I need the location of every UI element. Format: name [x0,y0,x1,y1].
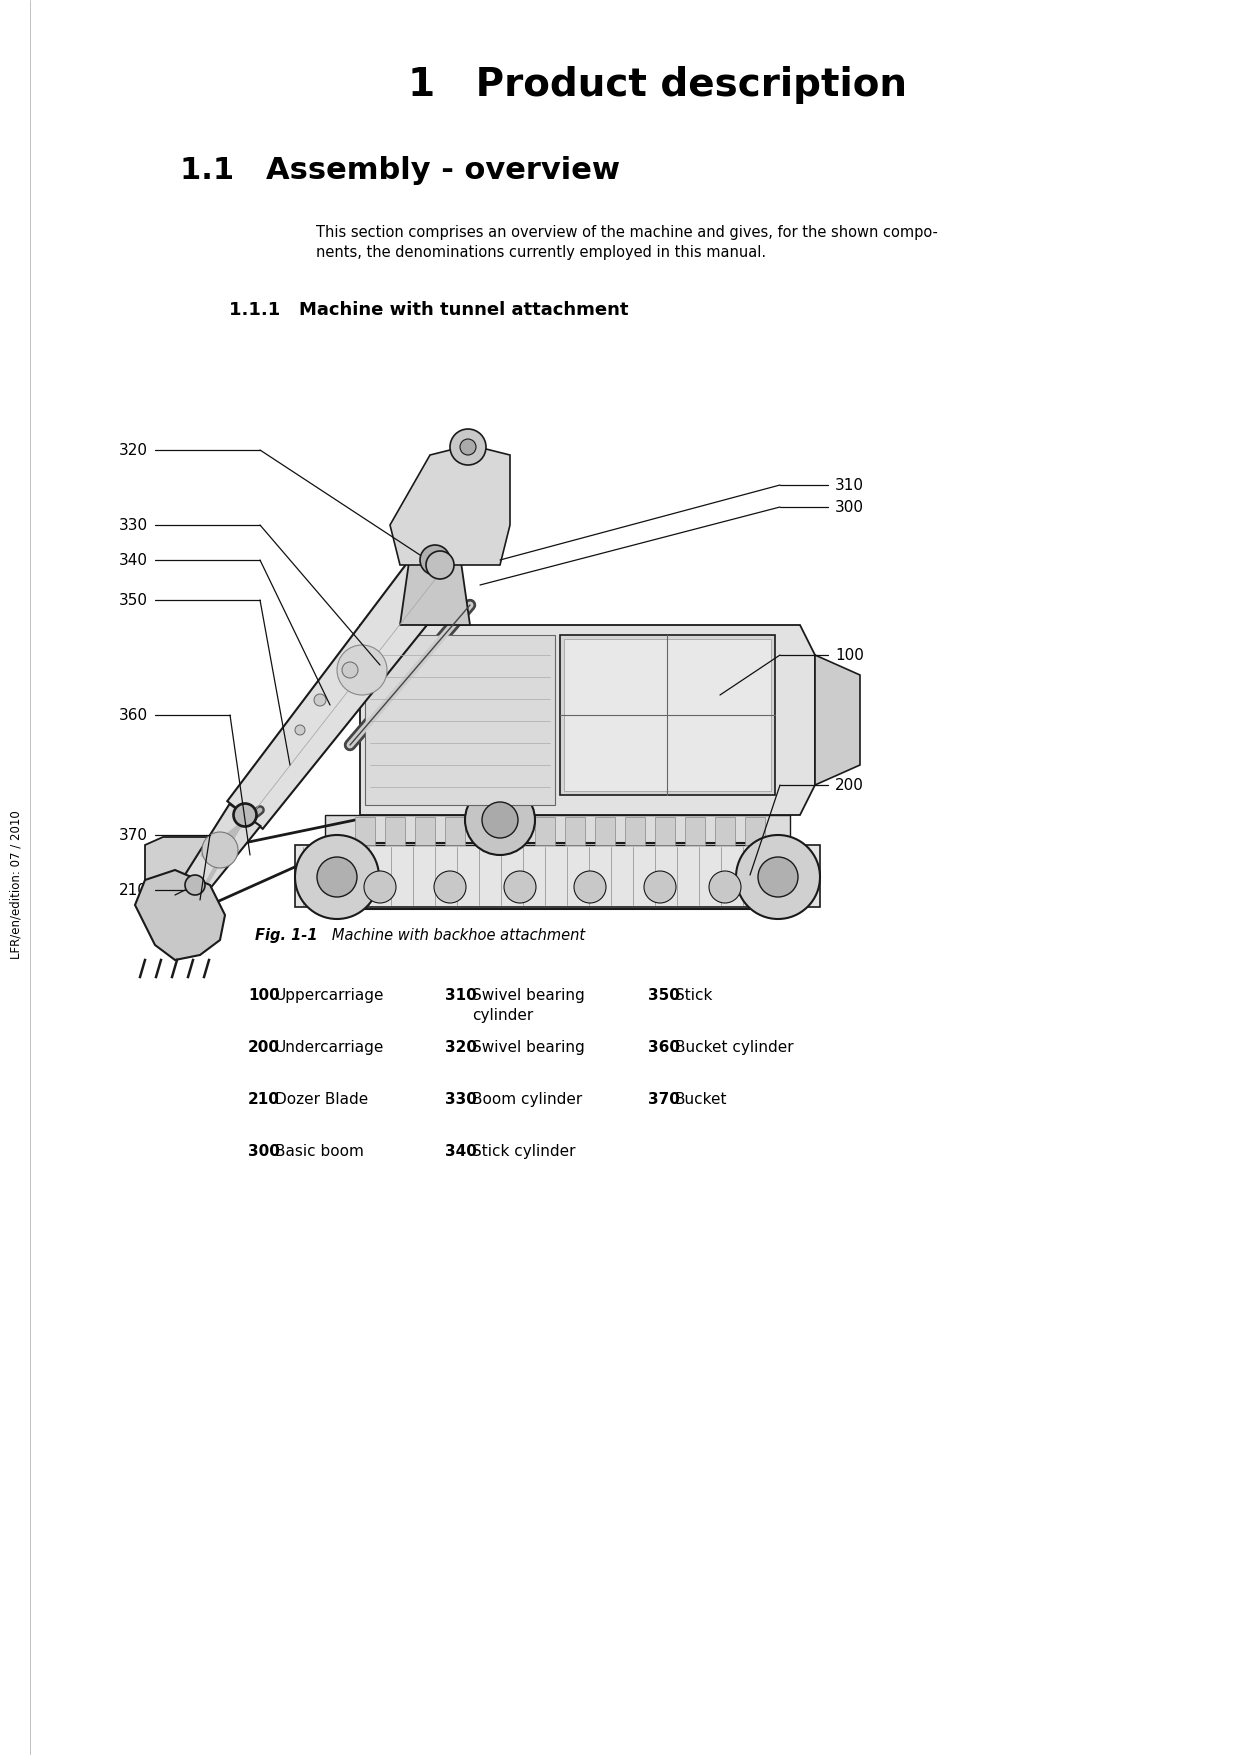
Text: Undercarriage: Undercarriage [275,1041,384,1055]
Text: 330: 330 [445,1092,477,1107]
Polygon shape [445,818,465,844]
Circle shape [342,662,358,677]
Polygon shape [384,818,405,844]
Circle shape [758,856,799,897]
Text: 1.1.1   Machine with tunnel attachment: 1.1.1 Machine with tunnel attachment [229,302,629,319]
Text: 100: 100 [248,988,280,1004]
Polygon shape [534,818,556,844]
Text: 370: 370 [119,828,148,842]
Text: 1   Product description: 1 Product description [408,67,906,104]
Polygon shape [391,446,510,565]
Text: Swivel bearing
cylinder: Swivel bearing cylinder [472,988,585,1023]
Text: Basic boom: Basic boom [275,1144,363,1158]
Circle shape [427,551,454,579]
Text: Fig. 1-1: Fig. 1-1 [255,927,317,942]
Text: 300: 300 [835,500,864,514]
Circle shape [365,870,396,904]
Polygon shape [227,548,461,828]
Polygon shape [135,870,224,960]
Text: 310: 310 [445,988,476,1004]
Text: nents, the denominations currently employed in this manual.: nents, the denominations currently emplo… [316,246,766,260]
Text: Stick cylinder: Stick cylinder [472,1144,575,1158]
Circle shape [314,693,326,706]
Polygon shape [505,818,525,844]
Circle shape [337,646,387,695]
Text: 340: 340 [119,553,148,567]
Text: Bucket cylinder: Bucket cylinder [675,1041,794,1055]
Text: Bucket: Bucket [675,1092,728,1107]
Circle shape [317,856,357,897]
Text: Uppercarriage: Uppercarriage [275,988,384,1004]
Circle shape [709,870,742,904]
Circle shape [574,870,606,904]
Circle shape [295,835,379,920]
Polygon shape [564,639,771,792]
Text: Swivel bearing: Swivel bearing [472,1041,585,1055]
Text: 320: 320 [119,442,148,458]
Circle shape [503,870,536,904]
Polygon shape [745,818,765,844]
Polygon shape [325,814,790,844]
Text: 350: 350 [119,593,148,607]
Polygon shape [184,804,260,893]
Polygon shape [595,818,615,844]
Polygon shape [815,655,861,784]
Circle shape [234,804,255,827]
Polygon shape [415,818,435,844]
Text: 200: 200 [835,777,864,793]
Text: Boom cylinder: Boom cylinder [472,1092,583,1107]
Text: This section comprises an overview of the machine and gives, for the shown compo: This section comprises an overview of th… [316,225,939,240]
Circle shape [482,802,518,837]
Text: 100: 100 [835,648,864,662]
Text: 330: 330 [119,518,148,532]
Circle shape [737,835,820,920]
Circle shape [644,870,676,904]
Polygon shape [295,844,820,907]
Circle shape [295,725,305,735]
Circle shape [460,439,476,455]
Text: 210: 210 [248,1092,280,1107]
Text: 350: 350 [649,988,680,1004]
Circle shape [185,876,205,895]
Polygon shape [684,818,706,844]
Polygon shape [360,625,815,814]
Polygon shape [145,837,210,932]
Text: 210: 210 [119,883,148,897]
Text: 370: 370 [649,1092,680,1107]
Polygon shape [365,635,556,806]
Text: Stick: Stick [675,988,712,1004]
Circle shape [450,428,486,465]
Text: 320: 320 [445,1041,477,1055]
Polygon shape [560,635,775,795]
Polygon shape [565,818,585,844]
Text: 360: 360 [119,707,148,723]
Text: Machine with backhoe attachment: Machine with backhoe attachment [317,927,585,942]
Polygon shape [625,818,645,844]
Polygon shape [715,818,735,844]
Text: 310: 310 [835,477,864,493]
Circle shape [420,546,450,576]
Text: 340: 340 [445,1144,477,1158]
Circle shape [434,870,466,904]
Circle shape [465,784,534,855]
Polygon shape [655,818,675,844]
Circle shape [233,804,257,827]
Circle shape [202,832,238,869]
Text: 300: 300 [248,1144,280,1158]
Text: Dozer Blade: Dozer Blade [275,1092,368,1107]
Polygon shape [475,818,495,844]
Text: 1.1   Assembly - overview: 1.1 Assembly - overview [180,156,620,184]
Text: 360: 360 [649,1041,680,1055]
Polygon shape [401,555,470,625]
Text: LFR/en/edition: 07 / 2010: LFR/en/edition: 07 / 2010 [10,811,22,960]
Polygon shape [355,818,374,844]
Text: 200: 200 [248,1041,280,1055]
